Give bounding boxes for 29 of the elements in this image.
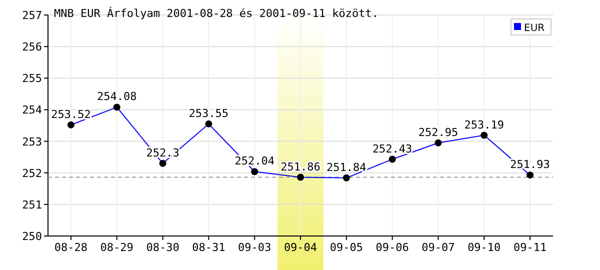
y-tick-label: 254 (22, 104, 42, 117)
data-label: 251.86 (280, 160, 320, 174)
x-tick-label: 08-30 (146, 241, 180, 254)
data-label: 253.52 (51, 108, 91, 121)
x-tick-label: 09-06 (376, 241, 409, 254)
legend-label: EUR (524, 23, 545, 34)
x-tick-label: 09-05 (330, 241, 363, 254)
data-label: 253.19 (464, 118, 504, 132)
y-tick-label: 252 (22, 166, 42, 180)
x-tick-label: 09-03 (238, 241, 272, 254)
data-label: 252.43 (372, 142, 412, 156)
x-tick-label: 08-31 (192, 241, 226, 254)
y-tick-label: 256 (22, 40, 42, 54)
y-tick-label: 250 (22, 230, 42, 243)
x-tick-label: 09-10 (468, 241, 501, 254)
x-tick-label: 09-04 (284, 241, 318, 254)
data-label: 252.95 (418, 126, 458, 139)
x-tick-label: 08-29 (100, 241, 134, 254)
data-label: 253.55 (188, 106, 229, 120)
x-tick-label: 09-07 (422, 241, 455, 254)
y-tick-label: 255 (22, 72, 42, 86)
data-label: 254.08 (96, 90, 137, 104)
data-label: 251.84 (326, 160, 367, 174)
x-tick-label: 08-28 (54, 241, 88, 254)
y-tick-label: 253 (22, 135, 42, 148)
chart-title: MNB EUR Árfolyam 2001-08-28 és 2001-09-11 között. (54, 6, 379, 20)
y-tick-label: 257 (22, 9, 42, 22)
x-tick-label: 09-11 (513, 241, 547, 254)
y-tick-label: 251 (22, 198, 42, 212)
